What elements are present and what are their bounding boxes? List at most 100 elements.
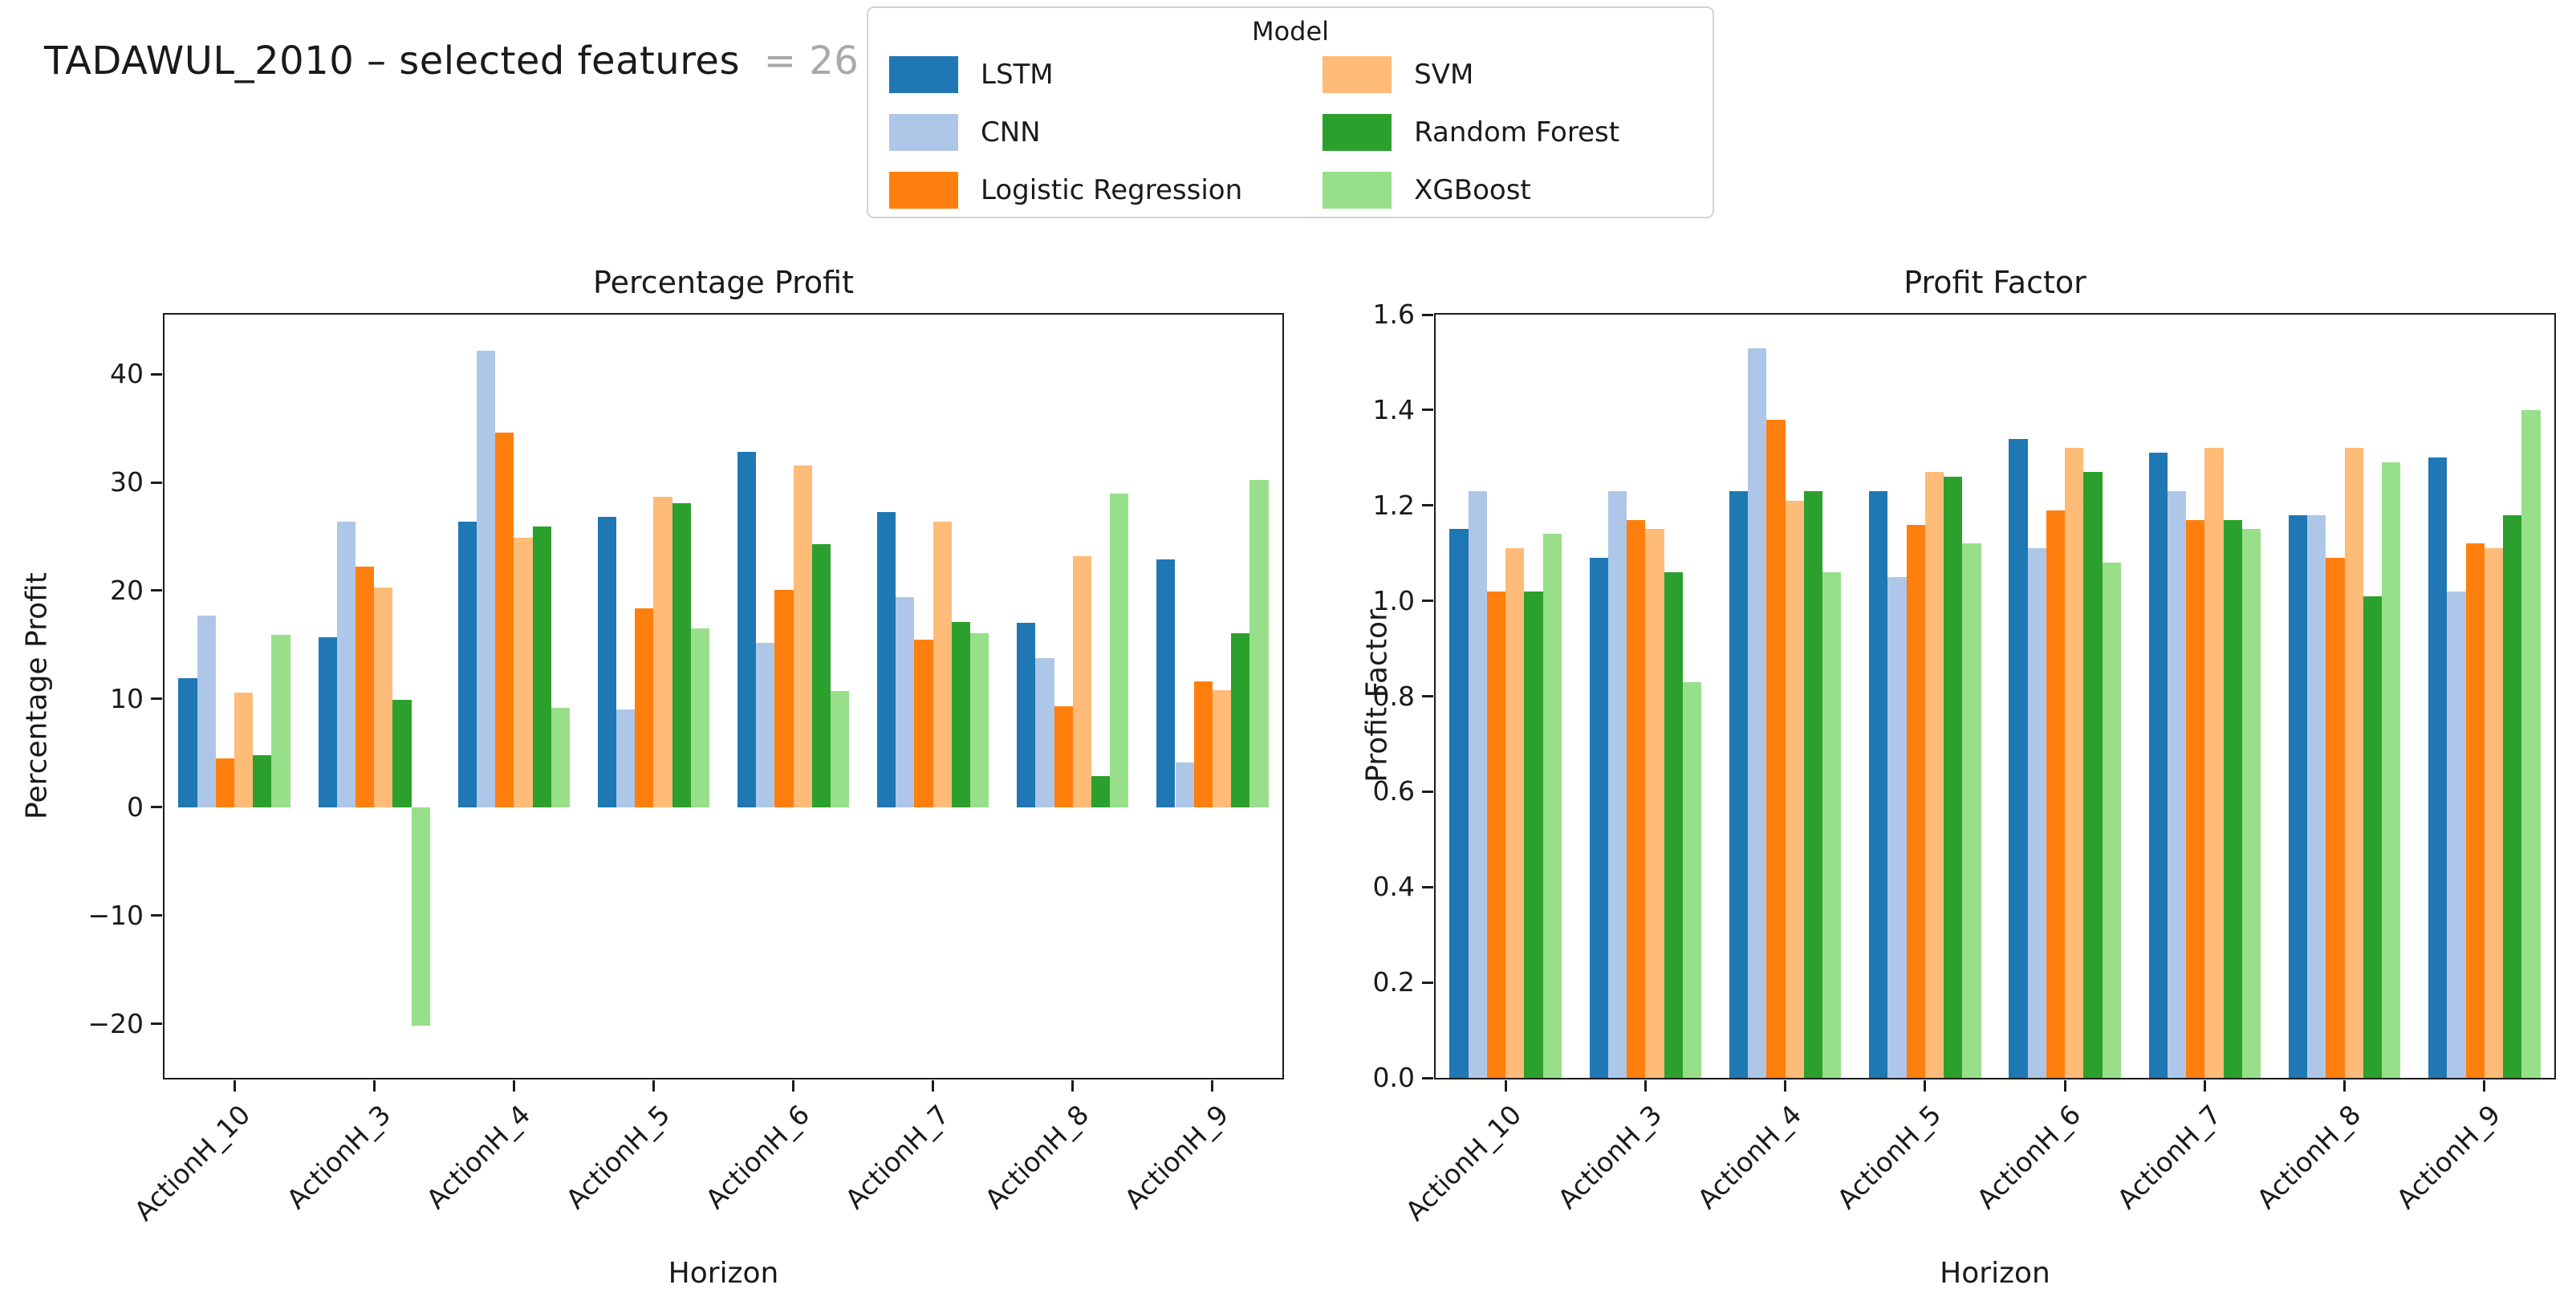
bar-xgboost-actionh_10 — [1542, 534, 1562, 1078]
bar-lstm-actionh_7 — [877, 511, 896, 807]
bar-logistic-regression-actionh_9 — [1193, 681, 1213, 807]
x-tick-label-actionh_9: ActionH_9 — [2390, 1099, 2507, 1215]
bar-svm-actionh_6 — [793, 465, 812, 807]
bar-logistic-regression-actionh_5 — [635, 608, 654, 807]
bar-svm-actionh_7 — [932, 521, 952, 807]
y-tick — [1422, 981, 1433, 984]
bar-svm-actionh_4 — [1785, 500, 1804, 1078]
x-tick-label-actionh_10: ActionH_10 — [128, 1099, 257, 1227]
bar-xgboost-actionh_6 — [830, 691, 850, 807]
y-tick — [1422, 790, 1433, 793]
bar-random-forest-actionh_9 — [2503, 514, 2522, 1078]
legend-title: Model — [1251, 16, 1330, 47]
bar-svm-actionh_8 — [1072, 555, 1092, 807]
bar-lstm-actionh_8 — [1017, 623, 1036, 807]
x-tick-label-actionh_7: ActionH_7 — [839, 1099, 956, 1215]
y-tick — [151, 481, 162, 484]
y-tick — [1422, 885, 1433, 888]
bar-lstm-actionh_4 — [457, 521, 477, 807]
y-tick — [151, 1022, 162, 1026]
legend-item-lstm: LSTM — [889, 56, 1242, 93]
bar-cnn-actionh_6 — [756, 642, 775, 807]
bar-xgboost-actionh_4 — [1822, 571, 1842, 1078]
y-tick-label: 40 — [110, 358, 144, 390]
figure-title-main: TADAWUL_2010 – selected features — [44, 39, 740, 83]
bar-svm-actionh_10 — [1505, 548, 1525, 1078]
y-tick — [151, 914, 162, 917]
bar-xgboost-actionh_7 — [970, 632, 989, 807]
y-tick — [1422, 409, 1433, 412]
bar-random-forest-actionh_5 — [1944, 477, 1963, 1078]
bar-svm-actionh_8 — [2344, 448, 2363, 1078]
legend-label: Logistic Regression — [981, 174, 1243, 206]
bar-lstm-actionh_6 — [737, 452, 757, 807]
legend-swatch-xgboost — [1323, 172, 1392, 209]
bar-cnn-actionh_9 — [2447, 591, 2466, 1078]
legend-label: CNN — [981, 116, 1041, 148]
figure-title: TADAWUL_2010 – selected features = 26 — [44, 39, 859, 83]
y-tick-label: 1.0 — [1372, 584, 1415, 616]
x-tick-label-actionh_5: ActionH_5 — [1830, 1099, 1948, 1215]
bar-xgboost-actionh_5 — [690, 628, 710, 807]
y-tick — [1422, 600, 1433, 603]
bar-logistic-regression-actionh_7 — [914, 639, 933, 807]
legend-label: XGBoost — [1414, 174, 1531, 206]
x-tick-label-actionh_7: ActionH_7 — [2111, 1099, 2227, 1215]
legend-box: Model LSTM CNN Logistic Regression SVM Rando… — [867, 6, 1714, 218]
bar-xgboost-actionh_4 — [551, 707, 570, 807]
y-tick — [1422, 1076, 1433, 1079]
x-tick — [652, 1080, 655, 1092]
bar-logistic-regression-actionh_10 — [215, 758, 235, 807]
x-tick — [372, 1080, 376, 1092]
y-tick — [151, 697, 162, 701]
legend-label: LSTM — [981, 59, 1054, 91]
y-tick-label: −10 — [87, 899, 144, 931]
bar-random-forest-actionh_6 — [2083, 472, 2103, 1078]
bar-cnn-actionh_3 — [1607, 490, 1627, 1078]
x-tick-label-actionh_4: ActionH_4 — [420, 1099, 536, 1215]
x-tick — [512, 1080, 515, 1092]
bar-random-forest-actionh_4 — [532, 526, 551, 807]
x-tick — [1784, 1080, 1787, 1092]
y-tick-label: 10 — [110, 682, 144, 714]
y-tick-label: 0.2 — [1372, 966, 1415, 998]
bar-svm-actionh_3 — [1645, 529, 1664, 1078]
bar-lstm-actionh_10 — [178, 678, 197, 807]
x-tick-label-actionh_6: ActionH_6 — [1970, 1099, 2087, 1215]
y-tick-label: 0 — [127, 791, 144, 823]
bar-logistic-regression-actionh_8 — [1054, 706, 1073, 807]
bar-xgboost-actionh_6 — [2102, 563, 2121, 1078]
bar-lstm-actionh_5 — [597, 517, 616, 807]
bar-svm-actionh_9 — [1212, 690, 1232, 807]
y-tick-label: 0.0 — [1372, 1062, 1415, 1093]
bar-cnn-actionh_9 — [1175, 762, 1194, 807]
x-tick-label-actionh_10: ActionH_10 — [1400, 1099, 1528, 1227]
bar-random-forest-actionh_7 — [951, 622, 971, 807]
x-tick-label-actionh_3: ActionH_3 — [280, 1099, 396, 1215]
legend-swatch-svm — [1323, 56, 1392, 93]
legend-label: SVM — [1414, 59, 1474, 91]
bar-lstm-actionh_9 — [2428, 457, 2448, 1078]
bar-logistic-regression-actionh_3 — [355, 567, 375, 807]
legend-item-logistic-regression: Logistic Regression — [889, 172, 1242, 209]
bar-random-forest-actionh_5 — [672, 502, 691, 807]
y-tick — [1422, 504, 1433, 507]
bar-cnn-actionh_5 — [616, 709, 636, 807]
bar-xgboost-actionh_5 — [1962, 543, 1981, 1078]
bar-xgboost-actionh_10 — [271, 635, 291, 807]
bar-random-forest-actionh_9 — [1231, 632, 1250, 807]
plot-area-percentage-profit: −20 −10 0 10 20 30 40 ActionH_10 ActionH_3 Action… — [87, 313, 1284, 1227]
bar-cnn-actionh_5 — [1887, 576, 1907, 1078]
bar-lstm-actionh_9 — [1156, 559, 1176, 807]
x-tick — [1211, 1080, 1214, 1092]
x-tick — [2203, 1080, 2206, 1092]
bar-logistic-regression-actionh_6 — [2046, 510, 2066, 1078]
bar-svm-actionh_5 — [653, 496, 672, 807]
legend-swatch-logistic-regression — [889, 172, 958, 209]
legend-column-1: LSTM CNN Logistic Regression — [889, 56, 1242, 209]
bar-random-forest-actionh_10 — [253, 755, 272, 807]
bar-cnn-actionh_4 — [476, 350, 496, 807]
y-axis-label-percentage-profit: Percentage Profit — [20, 572, 54, 819]
bar-lstm-actionh_10 — [1449, 529, 1469, 1078]
x-tick-label-actionh_6: ActionH_6 — [699, 1099, 816, 1215]
